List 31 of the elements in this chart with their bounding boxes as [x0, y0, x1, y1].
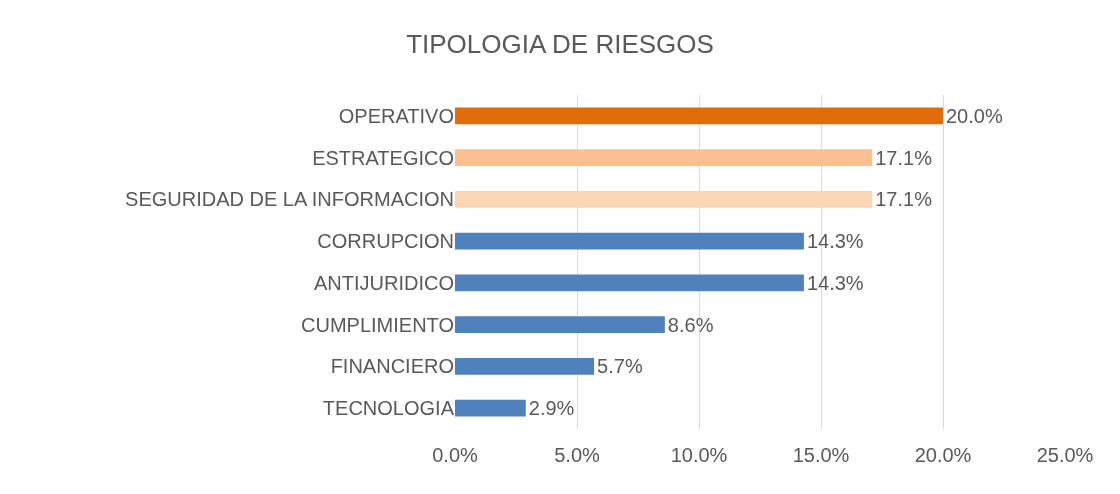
y-tick-label: OPERATIVO [338, 104, 454, 127]
bar [455, 107, 943, 125]
data-label: 14.3% [806, 230, 864, 253]
x-tick-label: 5.0% [554, 444, 601, 466]
data-label: 20.0% [946, 104, 1003, 127]
y-tick-label: ANTIJURIDICO [314, 271, 454, 294]
x-tick-label: 0.0% [432, 444, 479, 466]
x-tick-label: 15.0% [792, 444, 850, 466]
bar [455, 274, 804, 292]
bar [455, 149, 873, 166]
y-tick-label: SEGURIDAD DE LA INFORMACION [125, 188, 454, 211]
data-label: 14.3% [806, 271, 864, 294]
y-tick-label: FINANCIERO [330, 355, 454, 378]
chart-title: TIPOLOGIA DE RIESGOS [406, 28, 714, 59]
data-label: 8.6% [667, 313, 714, 336]
y-tick-label: TECNOLOGIA [322, 397, 455, 420]
x-tick-label: 20.0% [914, 444, 972, 466]
y-tick-label: ESTRATEGICO [312, 146, 454, 169]
data-label: 5.7% [597, 355, 643, 378]
bar [455, 232, 804, 250]
data-label: 2.9% [528, 397, 575, 420]
bar [455, 358, 595, 375]
x-tick-label: 10.0% [670, 444, 728, 466]
bar [455, 191, 873, 208]
bar [455, 316, 665, 333]
x-tick-label: 25.0% [1036, 444, 1094, 466]
y-tick-label: CORRUPCION [317, 230, 454, 253]
data-label: 17.1% [875, 188, 933, 211]
bar [455, 399, 526, 417]
data-label: 17.1% [875, 146, 933, 169]
y-tick-label: CUMPLIMIENTO [301, 313, 454, 336]
